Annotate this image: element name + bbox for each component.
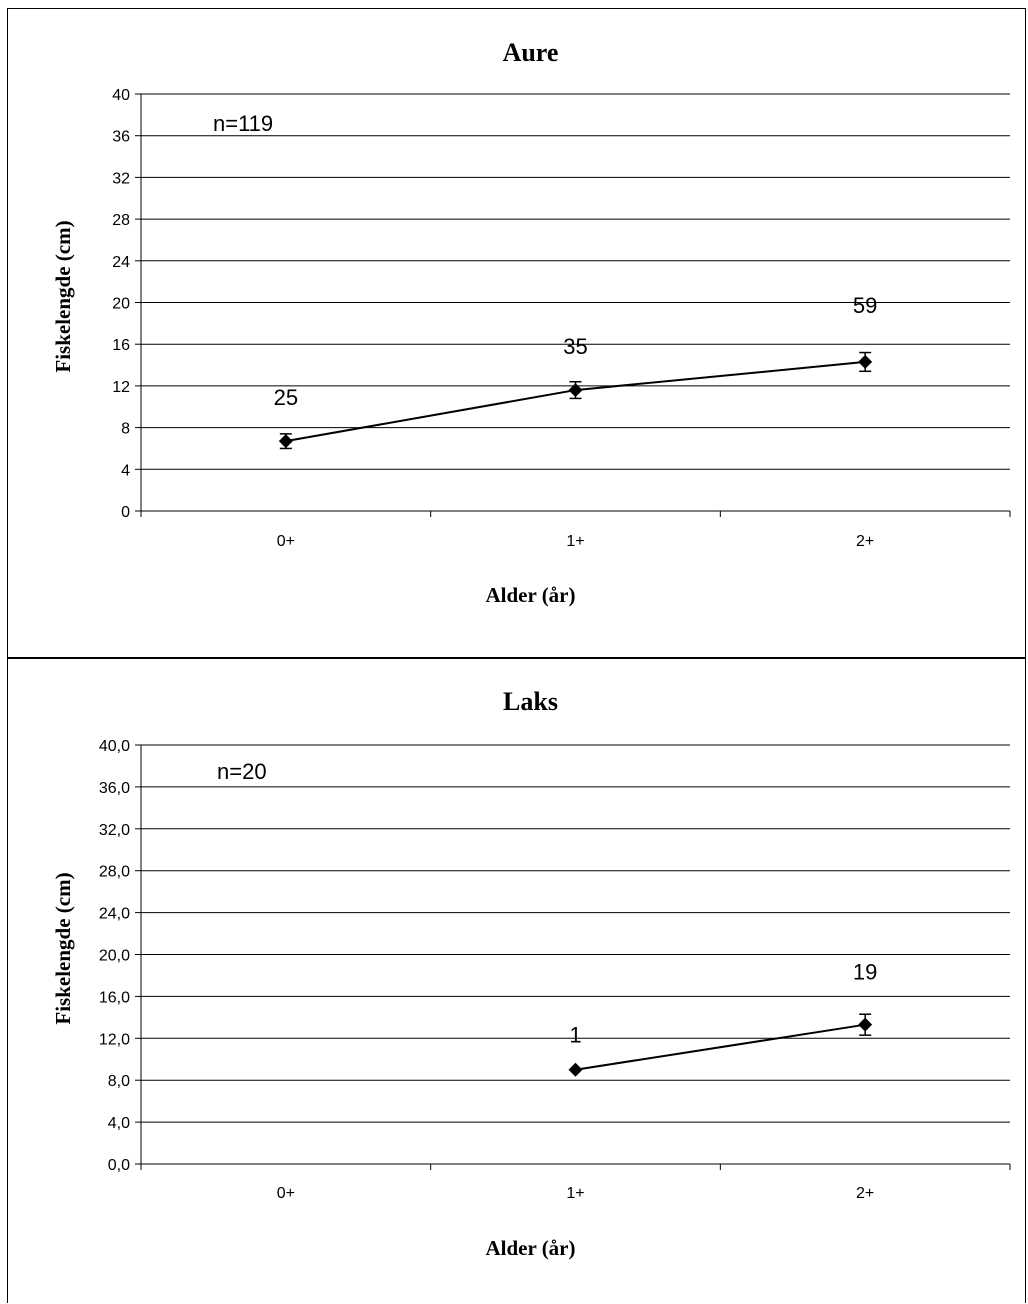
sample-size-annotation: n=119 — [213, 111, 273, 136]
chart-panel-laks: Laks 0,0 4,0 8,0 12,0 16,0 20,0 24,0 28,0 32,0 36,… — [7, 658, 1026, 1303]
y-tick-label: 40 — [112, 87, 130, 104]
y-tick-label: 4,0 — [108, 1115, 130, 1132]
series-line — [575, 1023, 866, 1071]
y-tick-label: 0 — [121, 504, 130, 521]
x-tick-label: 1+ — [566, 533, 584, 550]
chart-panel-aure: Aure 0 4 8 12 16 20 24 28 32 36 40 0+ 1+ 2+ Alder (år) F… — [7, 8, 1026, 658]
data-point-marker — [568, 383, 583, 398]
x-tick-label: 2+ — [856, 1185, 874, 1202]
y-axis-label: Fiskelengde (cm) — [51, 872, 75, 1024]
x-axis-label: Alder (år) — [486, 1236, 576, 1260]
y-axis-label: Fiskelengde (cm) — [51, 220, 75, 372]
y-tick-label: 4 — [121, 462, 130, 479]
chart-title: Laks — [503, 687, 558, 716]
data-point-marker — [858, 1017, 873, 1032]
y-tick-label: 16 — [112, 337, 130, 354]
y-tick-label: 36 — [112, 129, 130, 146]
y-tick-label: 32,0 — [99, 822, 130, 839]
x-axis-label: Alder (år) — [486, 583, 576, 607]
data-point-marker — [858, 354, 873, 369]
y-tick-label: 32 — [112, 170, 130, 187]
y-tick-label: 24 — [112, 254, 130, 271]
y-tick-label: 0,0 — [108, 1157, 130, 1174]
chart-laks: Laks 0,0 4,0 8,0 12,0 16,0 20,0 24,0 28,0 32,0 36,… — [51, 687, 1011, 1260]
x-tick-label: 0+ — [277, 1185, 295, 1202]
series-line — [285, 360, 866, 443]
data-count-label: 19 — [853, 960, 877, 985]
x-tick-label: 2+ — [856, 533, 874, 550]
chart-title: Aure — [503, 38, 559, 67]
data-count-label: 1 — [569, 1023, 581, 1048]
sample-size-annotation: n=20 — [217, 759, 267, 784]
y-tick-label: 36,0 — [99, 780, 130, 797]
y-tick-label: 40,0 — [99, 738, 130, 755]
data-count-label: 35 — [563, 334, 587, 359]
y-tick-label: 8 — [121, 421, 130, 438]
data-count-label: 25 — [274, 385, 298, 410]
x-tick-label: 1+ — [566, 1185, 584, 1202]
y-tick-label: 12 — [112, 379, 130, 396]
x-tick-label: 0+ — [277, 533, 295, 550]
y-tick-label: 16,0 — [99, 989, 130, 1006]
y-tick-label: 24,0 — [99, 906, 130, 923]
data-count-label: 59 — [853, 293, 877, 318]
chart-aure: Aure 0 4 8 12 16 20 24 28 32 36 40 0+ 1+ 2+ Alder (år) F… — [51, 38, 1011, 607]
y-tick-label: 12,0 — [99, 1031, 130, 1048]
y-tick-label: 20,0 — [99, 948, 130, 965]
data-point-marker — [278, 434, 293, 449]
y-tick-label: 20 — [112, 296, 130, 313]
y-tick-label: 28,0 — [99, 864, 130, 881]
y-tick-label: 28 — [112, 212, 130, 229]
data-point-marker — [568, 1062, 583, 1077]
y-tick-label: 8,0 — [108, 1073, 130, 1090]
